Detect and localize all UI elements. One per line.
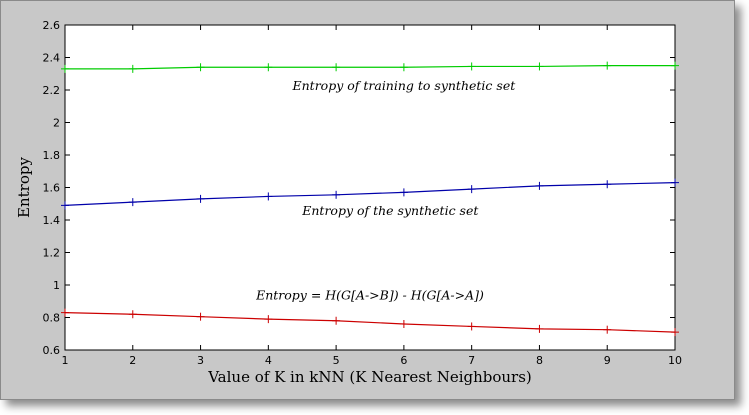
y-tick-label: 0.8 [43, 312, 61, 325]
x-tick-label: 6 [400, 354, 407, 367]
x-tick-label: 10 [668, 354, 682, 367]
annotation-label: Entropy = H(G[A->B]) - H(G[A->A]) [255, 288, 484, 303]
y-tick-label: 2.4 [43, 52, 61, 65]
series-line-2 [64, 182, 676, 206]
data-point [264, 315, 273, 324]
data-point [671, 328, 679, 337]
data-point [535, 62, 544, 71]
data-point [264, 192, 273, 201]
series-line-1 [65, 65, 675, 70]
data-point [671, 61, 679, 70]
data-point [61, 308, 69, 317]
data-point [399, 320, 408, 328]
annotation-label: Entropy of the synthetic set [301, 203, 479, 218]
data-point [399, 188, 408, 197]
data-point [671, 178, 679, 187]
x-tick-label: 5 [333, 354, 340, 367]
x-tick-label: 8 [536, 354, 543, 367]
x-tick-label: 1 [62, 354, 69, 367]
x-axis: 1 2 3 4 5 6 7 8 9 10 [62, 25, 682, 367]
x-tick-label: 3 [197, 354, 204, 367]
y-axis-label: Entropy [15, 157, 33, 218]
x-tick-label: 9 [604, 354, 611, 367]
annotation-group: Entropy of training to synthetic set Entr… [255, 78, 516, 303]
data-point [128, 64, 137, 73]
data-point [399, 63, 408, 72]
data-point [332, 63, 341, 72]
y-tick-label: 2.6 [43, 19, 61, 32]
data-point [467, 322, 476, 331]
data-point [61, 64, 69, 73]
plot-area [64, 24, 676, 351]
y-tick-label: 1.2 [43, 247, 61, 260]
data-point [264, 63, 273, 72]
data-point [128, 310, 137, 319]
data-point [535, 181, 544, 190]
data-point [196, 63, 205, 72]
x-tick-label: 2 [129, 354, 136, 367]
y-tick-label: 1.4 [43, 214, 61, 227]
data-point [603, 325, 612, 334]
data-point [535, 324, 544, 333]
x-tick-label: 4 [265, 354, 272, 367]
data-point [467, 62, 476, 71]
series-line-3 [64, 312, 676, 333]
y-tick-label: 0.6 [43, 344, 61, 357]
data-point [196, 312, 205, 321]
annotation-label: Entropy of training to synthetic set [292, 78, 517, 93]
data-point [467, 185, 476, 194]
data-point [332, 316, 341, 325]
x-axis-label: Value of K in kNN (K Nearest Neighbours) [207, 368, 532, 386]
y-tick-label: 1.6 [43, 182, 61, 195]
data-point [61, 201, 69, 210]
x-tick-label: 7 [468, 354, 475, 367]
data-point [196, 194, 205, 203]
series-group [61, 61, 679, 337]
data-point [332, 190, 341, 199]
data-point [603, 180, 612, 189]
y-tick-label: 2 [53, 117, 60, 130]
data-point [603, 61, 612, 70]
y-tick-label: 2.2 [43, 84, 61, 97]
y-tick-label: 1 [53, 279, 60, 292]
y-axis: 0.6 0.8 1 1.2 1.4 1.6 1.8 2 2.2 2.4 2.6 [43, 19, 675, 357]
y-tick-label: 1.8 [43, 149, 61, 162]
data-point [128, 198, 137, 207]
